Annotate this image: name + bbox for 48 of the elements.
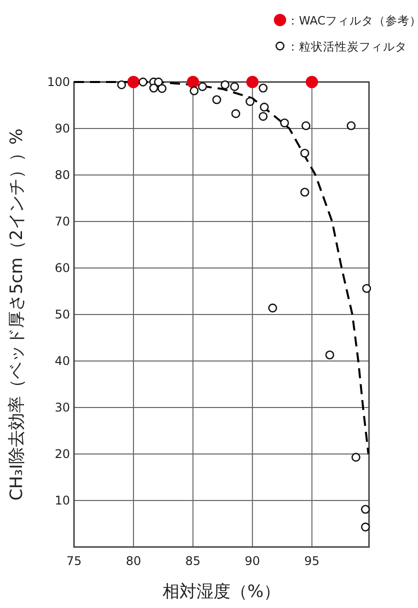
point <box>306 76 318 88</box>
point <box>280 118 289 128</box>
y-tick-label: 40 <box>54 354 70 368</box>
y-tick-label: 20 <box>54 447 70 461</box>
y-tick-label: 90 <box>54 122 70 136</box>
point <box>231 109 240 118</box>
point <box>360 522 370 532</box>
point <box>230 82 240 92</box>
point <box>258 84 268 92</box>
point <box>260 102 269 112</box>
point <box>186 76 200 88</box>
x-tick-label: 80 <box>126 554 142 568</box>
point <box>117 80 126 90</box>
point <box>300 148 310 158</box>
legend-label: ：粒状活性炭フィルタ <box>287 40 407 54</box>
y-tick-label: 50 <box>54 308 70 322</box>
point <box>246 97 254 106</box>
point <box>127 76 140 88</box>
y-tick-label: 70 <box>54 214 70 228</box>
point <box>346 121 356 130</box>
legend-label: ：WACフィルタ（参考） <box>287 14 418 28</box>
x-tick-label: 85 <box>185 554 201 568</box>
y-tick-label: 80 <box>54 168 70 182</box>
y-axis-title: CH₃I除去効率（ベッド厚さ5cm（2インチ））% <box>7 128 27 501</box>
x-tick-label: 95 <box>304 554 320 568</box>
point <box>158 84 166 93</box>
point <box>325 350 334 360</box>
point <box>220 80 230 90</box>
point <box>198 82 207 92</box>
point <box>300 188 310 197</box>
point <box>246 76 259 88</box>
x-tick-label: 90 <box>244 554 260 568</box>
point <box>268 304 278 312</box>
point <box>258 112 268 121</box>
x-tick-label: 75 <box>66 554 82 568</box>
point <box>149 84 158 92</box>
y-tick-label: 100 <box>47 75 70 89</box>
point <box>138 78 148 86</box>
y-tick-label: 60 <box>54 261 70 275</box>
point <box>351 452 360 462</box>
y-tick-label: 30 <box>54 400 70 414</box>
x-axis-title: 相対湿度（%） <box>162 582 281 602</box>
point <box>190 86 199 96</box>
point <box>360 504 370 514</box>
point <box>302 121 310 130</box>
point <box>212 95 222 104</box>
point <box>362 284 372 293</box>
y-tick-label: 10 <box>54 494 70 508</box>
